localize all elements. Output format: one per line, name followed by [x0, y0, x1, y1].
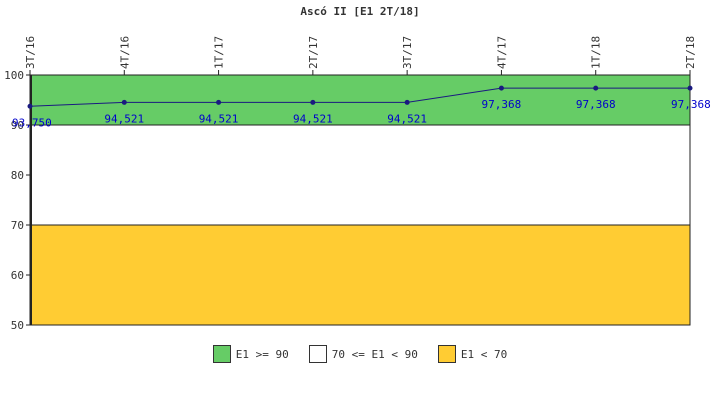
y-tick-label: 90	[11, 119, 24, 132]
data-label: 97,368	[576, 98, 616, 111]
y-tick-label: 50	[11, 319, 24, 332]
series-line	[27, 85, 693, 109]
legend-label: 70 <= E1 < 90	[331, 347, 418, 361]
data-point	[404, 99, 410, 105]
x-tick-label: 1T/17	[213, 36, 226, 69]
x-tick-label: 1T/18	[590, 36, 603, 69]
data-label: 97,368	[482, 98, 522, 111]
legend-item: 70 <= E1 < 90	[308, 345, 418, 363]
legend: E1 >= 90 70 <= E1 < 90 E1 < 70	[0, 345, 720, 363]
chart-title: Ascó II [E1 2T/18]	[300, 5, 419, 18]
y-tick-label: 80	[11, 169, 24, 182]
data-point	[593, 85, 599, 91]
legend-swatch	[308, 345, 327, 363]
x-axis: 3T/16 4T/16 1T/17 2T/17 3T/17 4T/17 1T/18 2T/18	[24, 36, 697, 75]
x-tick-label: 3T/17	[401, 36, 414, 69]
x-tick-label: 4T/17	[495, 36, 508, 69]
x-tick-label: 2T/18	[684, 36, 697, 69]
y-axis: 50 60 70 80 90 100	[4, 69, 30, 332]
legend-item: E1 >= 90	[212, 345, 289, 363]
data-point	[121, 99, 127, 105]
band-1	[29, 124, 691, 226]
legend-label: E1 >= 90	[235, 347, 289, 361]
data-label: 94,521	[199, 112, 239, 125]
data-label: 94,521	[104, 112, 144, 125]
data-label: 93,750	[12, 116, 52, 129]
legend-swatch	[437, 345, 456, 363]
x-tick-label: 2T/17	[307, 36, 320, 69]
data-point	[687, 85, 693, 91]
data-point	[498, 85, 504, 91]
x-tick-label: 4T/16	[118, 36, 131, 69]
data-labels: 93,750 94,521 94,521 94,521 94,521 97,368 97,3…	[12, 98, 711, 129]
legend-item: E1 < 70	[437, 345, 508, 363]
data-point	[27, 103, 33, 109]
data-point	[310, 99, 316, 105]
data-label: 94,521	[387, 112, 427, 125]
legend-label: E1 < 70	[460, 347, 508, 361]
legend-swatch	[212, 345, 231, 363]
x-tick-label: 3T/16	[24, 36, 37, 69]
y-tick-label: 60	[11, 269, 24, 282]
band-2	[29, 224, 691, 326]
y-tick-label: 70	[11, 219, 24, 232]
plot-frame	[29, 74, 691, 326]
data-point	[216, 99, 222, 105]
data-label: 94,521	[293, 112, 333, 125]
data-label: 97,368	[671, 98, 711, 111]
band-0	[29, 74, 691, 126]
series-line-0	[29, 87, 690, 107]
threshold-bands	[29, 74, 691, 326]
y-tick-label: 100	[4, 69, 24, 82]
